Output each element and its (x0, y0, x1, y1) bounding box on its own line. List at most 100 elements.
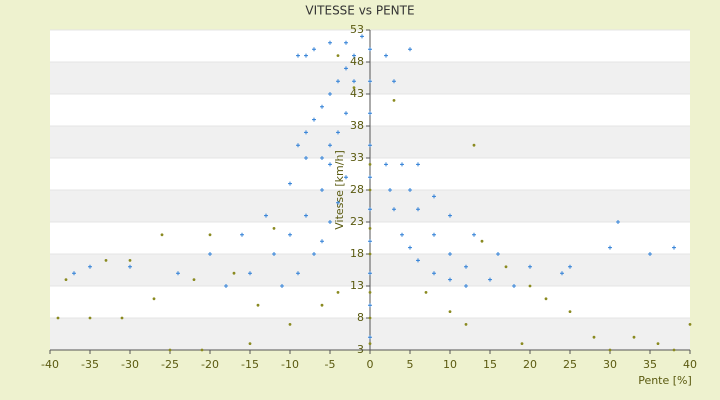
point (432, 271, 436, 276)
point (296, 53, 300, 58)
x-tick-label: 10 (443, 358, 457, 371)
point (296, 143, 300, 148)
point (480, 239, 484, 243)
point (392, 79, 396, 84)
x-tick-label: -5 (325, 358, 336, 371)
point (464, 264, 468, 269)
y-tick-label: 33 (350, 151, 364, 164)
point (512, 284, 516, 288)
point (632, 335, 636, 339)
point (408, 188, 412, 192)
point (672, 245, 676, 250)
y-tick-label: 23 (350, 215, 364, 228)
x-tick-label: 5 (407, 358, 414, 371)
point (688, 323, 692, 326)
point (232, 271, 236, 275)
point (248, 271, 252, 276)
point (336, 130, 340, 135)
point (192, 278, 196, 281)
point (352, 79, 356, 84)
point (160, 233, 164, 237)
point (88, 264, 92, 269)
point (56, 316, 60, 320)
point (312, 252, 316, 256)
point (392, 99, 396, 102)
point (320, 303, 324, 307)
point (304, 156, 308, 160)
x-tick-label: 35 (643, 358, 657, 371)
point (288, 181, 292, 186)
x-tick-label: -35 (81, 358, 99, 371)
point (368, 316, 372, 320)
point (128, 259, 132, 262)
point (400, 232, 404, 237)
point (592, 335, 596, 339)
point (336, 291, 340, 294)
point (368, 111, 372, 116)
point (128, 264, 132, 269)
point (368, 143, 372, 148)
point (320, 239, 324, 244)
y-tick-label: 18 (350, 247, 364, 260)
point (304, 53, 308, 58)
point (368, 239, 372, 244)
point (448, 310, 452, 313)
y-tick-label: 13 (350, 279, 364, 292)
point (368, 271, 372, 276)
point (320, 104, 324, 109)
x-tick-label: -40 (41, 358, 59, 371)
point (384, 53, 388, 58)
point (304, 130, 308, 135)
point (408, 47, 412, 52)
point (328, 92, 332, 96)
point (320, 156, 324, 160)
point (448, 252, 452, 256)
point (312, 117, 316, 122)
point (288, 323, 292, 326)
point (344, 40, 348, 45)
point (488, 277, 492, 282)
point (608, 245, 612, 250)
point (312, 47, 316, 52)
point (328, 143, 332, 148)
point (368, 291, 372, 294)
point (176, 271, 180, 276)
point (432, 194, 436, 199)
y-tick-label: 43 (350, 87, 364, 100)
x-tick-label: 25 (563, 358, 577, 371)
x-tick-label: -20 (201, 358, 219, 371)
point (304, 213, 308, 218)
point (528, 284, 532, 288)
x-axis-label: Pente [%] (638, 374, 692, 387)
point (368, 175, 372, 180)
point (120, 316, 124, 320)
x-tick-label: -15 (241, 358, 259, 371)
point (344, 111, 348, 116)
point (328, 162, 332, 167)
point (472, 232, 476, 237)
y-tick-label: 38 (350, 119, 364, 132)
point (520, 342, 524, 345)
point (448, 213, 452, 218)
point (656, 342, 660, 345)
point (72, 271, 76, 276)
point (248, 342, 252, 345)
point (200, 348, 204, 352)
y-tick-label: 28 (350, 183, 364, 196)
point (368, 163, 372, 166)
x-tick-label: 40 (683, 358, 697, 371)
point (504, 265, 508, 269)
point (432, 232, 436, 237)
point (560, 271, 564, 276)
point (336, 79, 340, 84)
point (296, 271, 300, 276)
chart-title: VITESSE vs PENTE (305, 4, 414, 18)
x-tick-label: 20 (523, 358, 537, 371)
point (360, 34, 364, 39)
point (672, 348, 676, 352)
point (368, 79, 372, 84)
point (472, 143, 476, 147)
point (336, 54, 340, 57)
x-tick-label: 15 (483, 358, 497, 371)
